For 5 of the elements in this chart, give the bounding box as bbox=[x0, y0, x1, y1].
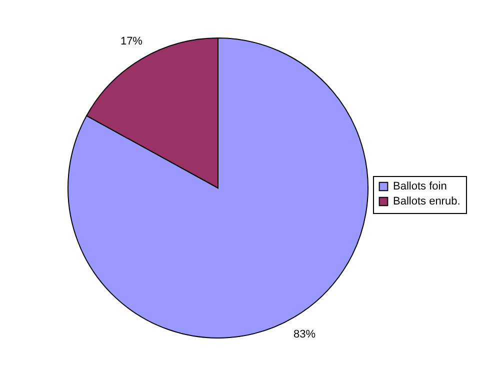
legend-label: Ballots enrub. bbox=[393, 196, 460, 208]
legend-label: Ballots foin bbox=[393, 180, 447, 192]
data-label: 83% bbox=[294, 328, 316, 340]
data-label: 17% bbox=[120, 36, 143, 48]
pie-slice bbox=[68, 38, 368, 338]
